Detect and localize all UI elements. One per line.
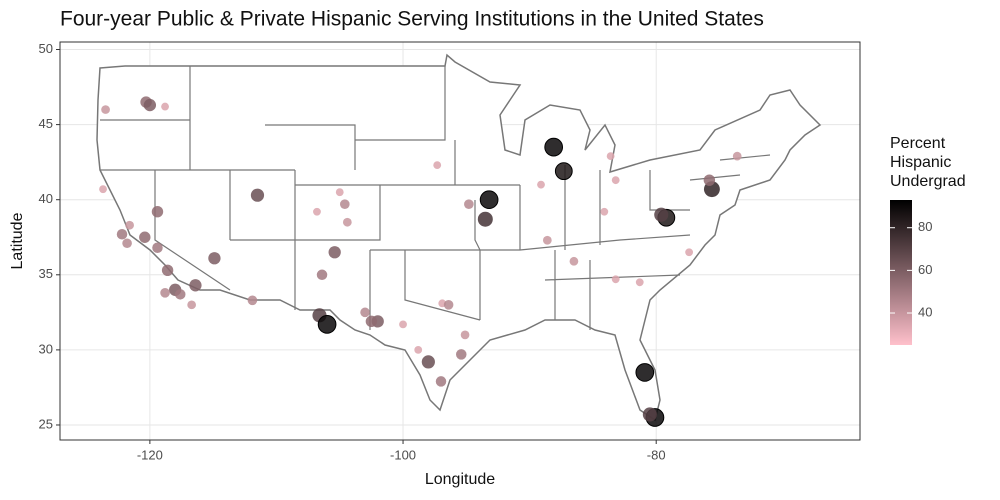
colorbar-tick-label: 60 — [918, 262, 932, 277]
institution-point — [477, 211, 493, 227]
institution-point — [414, 345, 423, 354]
institution-point — [139, 231, 151, 243]
institution-point — [365, 315, 378, 328]
institution-point — [554, 162, 573, 181]
institution-point — [703, 174, 716, 186]
institution-point — [175, 289, 186, 300]
institution-point — [456, 349, 467, 360]
panel-border — [59, 41, 861, 441]
institution-point — [569, 256, 579, 266]
institution-point — [537, 180, 545, 189]
institution-point — [544, 137, 564, 157]
institution-point — [189, 279, 202, 292]
institution-point — [360, 307, 370, 318]
institution-point — [342, 217, 352, 227]
institution-point — [152, 242, 163, 254]
y-tick-label: 45 — [39, 116, 53, 131]
x-axis-label: Longitude — [425, 471, 495, 488]
institution-point — [340, 199, 350, 210]
institution-point — [313, 207, 321, 216]
institution-point — [542, 235, 552, 245]
institution-point — [611, 275, 620, 284]
institution-point — [479, 190, 499, 210]
institution-point — [685, 248, 694, 257]
institution-point — [600, 207, 609, 216]
institution-point — [421, 355, 435, 369]
institution-point — [443, 300, 454, 310]
institution-point — [160, 288, 170, 298]
institution-point — [101, 105, 110, 114]
institution-point — [151, 206, 164, 218]
y-axis-label: Latitude — [9, 212, 26, 269]
institution-point — [317, 315, 337, 334]
institution-point — [611, 176, 620, 185]
us-outline — [96, 53, 822, 422]
institution-point — [143, 98, 157, 112]
legend-title: Percent Hispanic Undergrad — [890, 135, 966, 190]
x-tick-label: -120 — [137, 447, 163, 462]
colorbar-tick-label: 80 — [918, 219, 932, 234]
institution-point — [635, 363, 655, 382]
institution-point — [161, 102, 169, 111]
institution-point — [328, 246, 341, 259]
institution-point — [335, 188, 344, 197]
colorbar-tick-label: 40 — [918, 304, 932, 319]
institution-point — [460, 330, 470, 340]
y-tick-label: 30 — [39, 341, 53, 356]
institution-point — [732, 151, 742, 161]
institution-point — [435, 376, 447, 387]
institution-point — [122, 238, 132, 249]
institution-point — [187, 300, 196, 310]
institution-point — [464, 199, 474, 210]
institution-point — [208, 252, 221, 265]
institution-point — [399, 320, 407, 329]
y-tick-label: 35 — [39, 266, 53, 281]
institution-point — [654, 207, 669, 222]
y-tick-label: 40 — [39, 191, 53, 206]
institution-point — [99, 185, 107, 194]
institution-point — [116, 228, 128, 240]
y-tick-label: 25 — [39, 416, 53, 431]
institution-point — [247, 295, 258, 306]
chart-title: Four-year Public & Private Hispanic Serv… — [60, 8, 764, 31]
institution-point — [250, 188, 265, 202]
institution-point — [125, 220, 134, 230]
institution-point — [316, 269, 328, 281]
institution-point — [635, 278, 644, 287]
institution-point — [433, 161, 442, 170]
x-tick-label: -80 — [647, 447, 666, 462]
institution-point — [642, 407, 657, 422]
colorbar — [890, 200, 912, 345]
y-tick-label: 50 — [39, 41, 53, 56]
institution-point — [161, 264, 174, 276]
institution-point — [606, 152, 615, 161]
x-tick-label: -100 — [390, 447, 416, 462]
